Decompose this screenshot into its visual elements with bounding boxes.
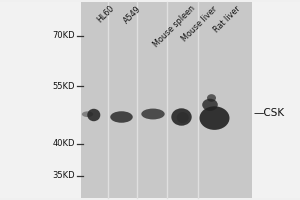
Text: 55KD: 55KD [52,82,75,90]
Text: Rat liver: Rat liver [212,4,242,34]
Text: Mouse spleen: Mouse spleen [152,4,197,49]
Text: 40KD: 40KD [52,140,75,148]
Text: Mouse liver: Mouse liver [180,4,219,43]
Text: 70KD: 70KD [52,31,75,40]
Text: HL60: HL60 [95,4,116,25]
Text: A549: A549 [122,4,143,25]
Text: 35KD: 35KD [52,171,75,180]
Text: —CSK: —CSK [254,108,285,118]
